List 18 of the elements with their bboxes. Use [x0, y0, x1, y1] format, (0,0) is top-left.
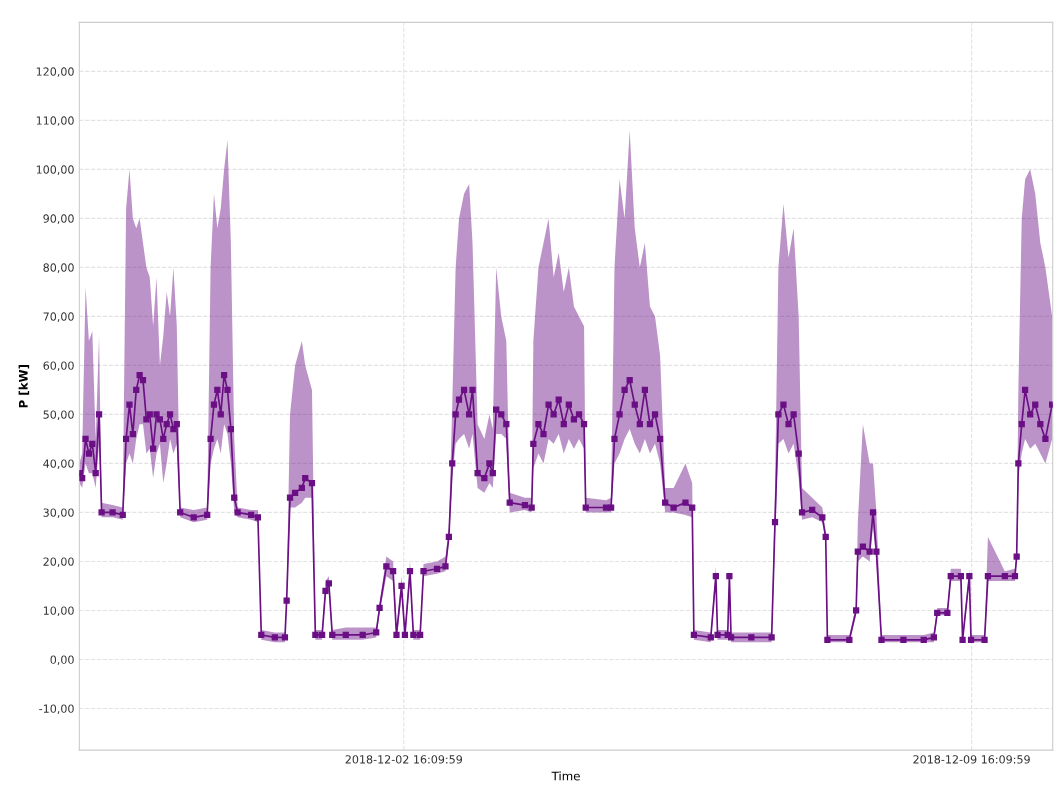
- y-tick-label: 50,00: [43, 410, 74, 420]
- x-axis-title: Time: [551, 771, 580, 781]
- y-tick-label: -10,00: [39, 704, 74, 714]
- y-tick-label: 70,00: [43, 312, 74, 322]
- y-tick-label: 40,00: [43, 459, 74, 469]
- y-tick-label: 10,00: [43, 606, 74, 616]
- y-tick-label: 0,00: [50, 655, 74, 665]
- y-tick-label: 100,00: [36, 165, 74, 175]
- y-tick-label: 90,00: [43, 214, 74, 224]
- y-tick-label: 30,00: [43, 508, 74, 518]
- x-tick-label: 2018-12-09 16:09:59: [913, 755, 1030, 764]
- y-tick-label: 80,00: [43, 263, 74, 273]
- y-axis-title: P [kW]: [18, 365, 30, 408]
- x-tick-label: 2018-12-02 16:09:59: [345, 755, 463, 764]
- y-tick-label: 20,00: [43, 557, 74, 567]
- y-tick-label: 110,00: [36, 116, 74, 126]
- y-tick-label: 120,00: [36, 67, 74, 77]
- y-tick-label: 60,00: [43, 361, 74, 371]
